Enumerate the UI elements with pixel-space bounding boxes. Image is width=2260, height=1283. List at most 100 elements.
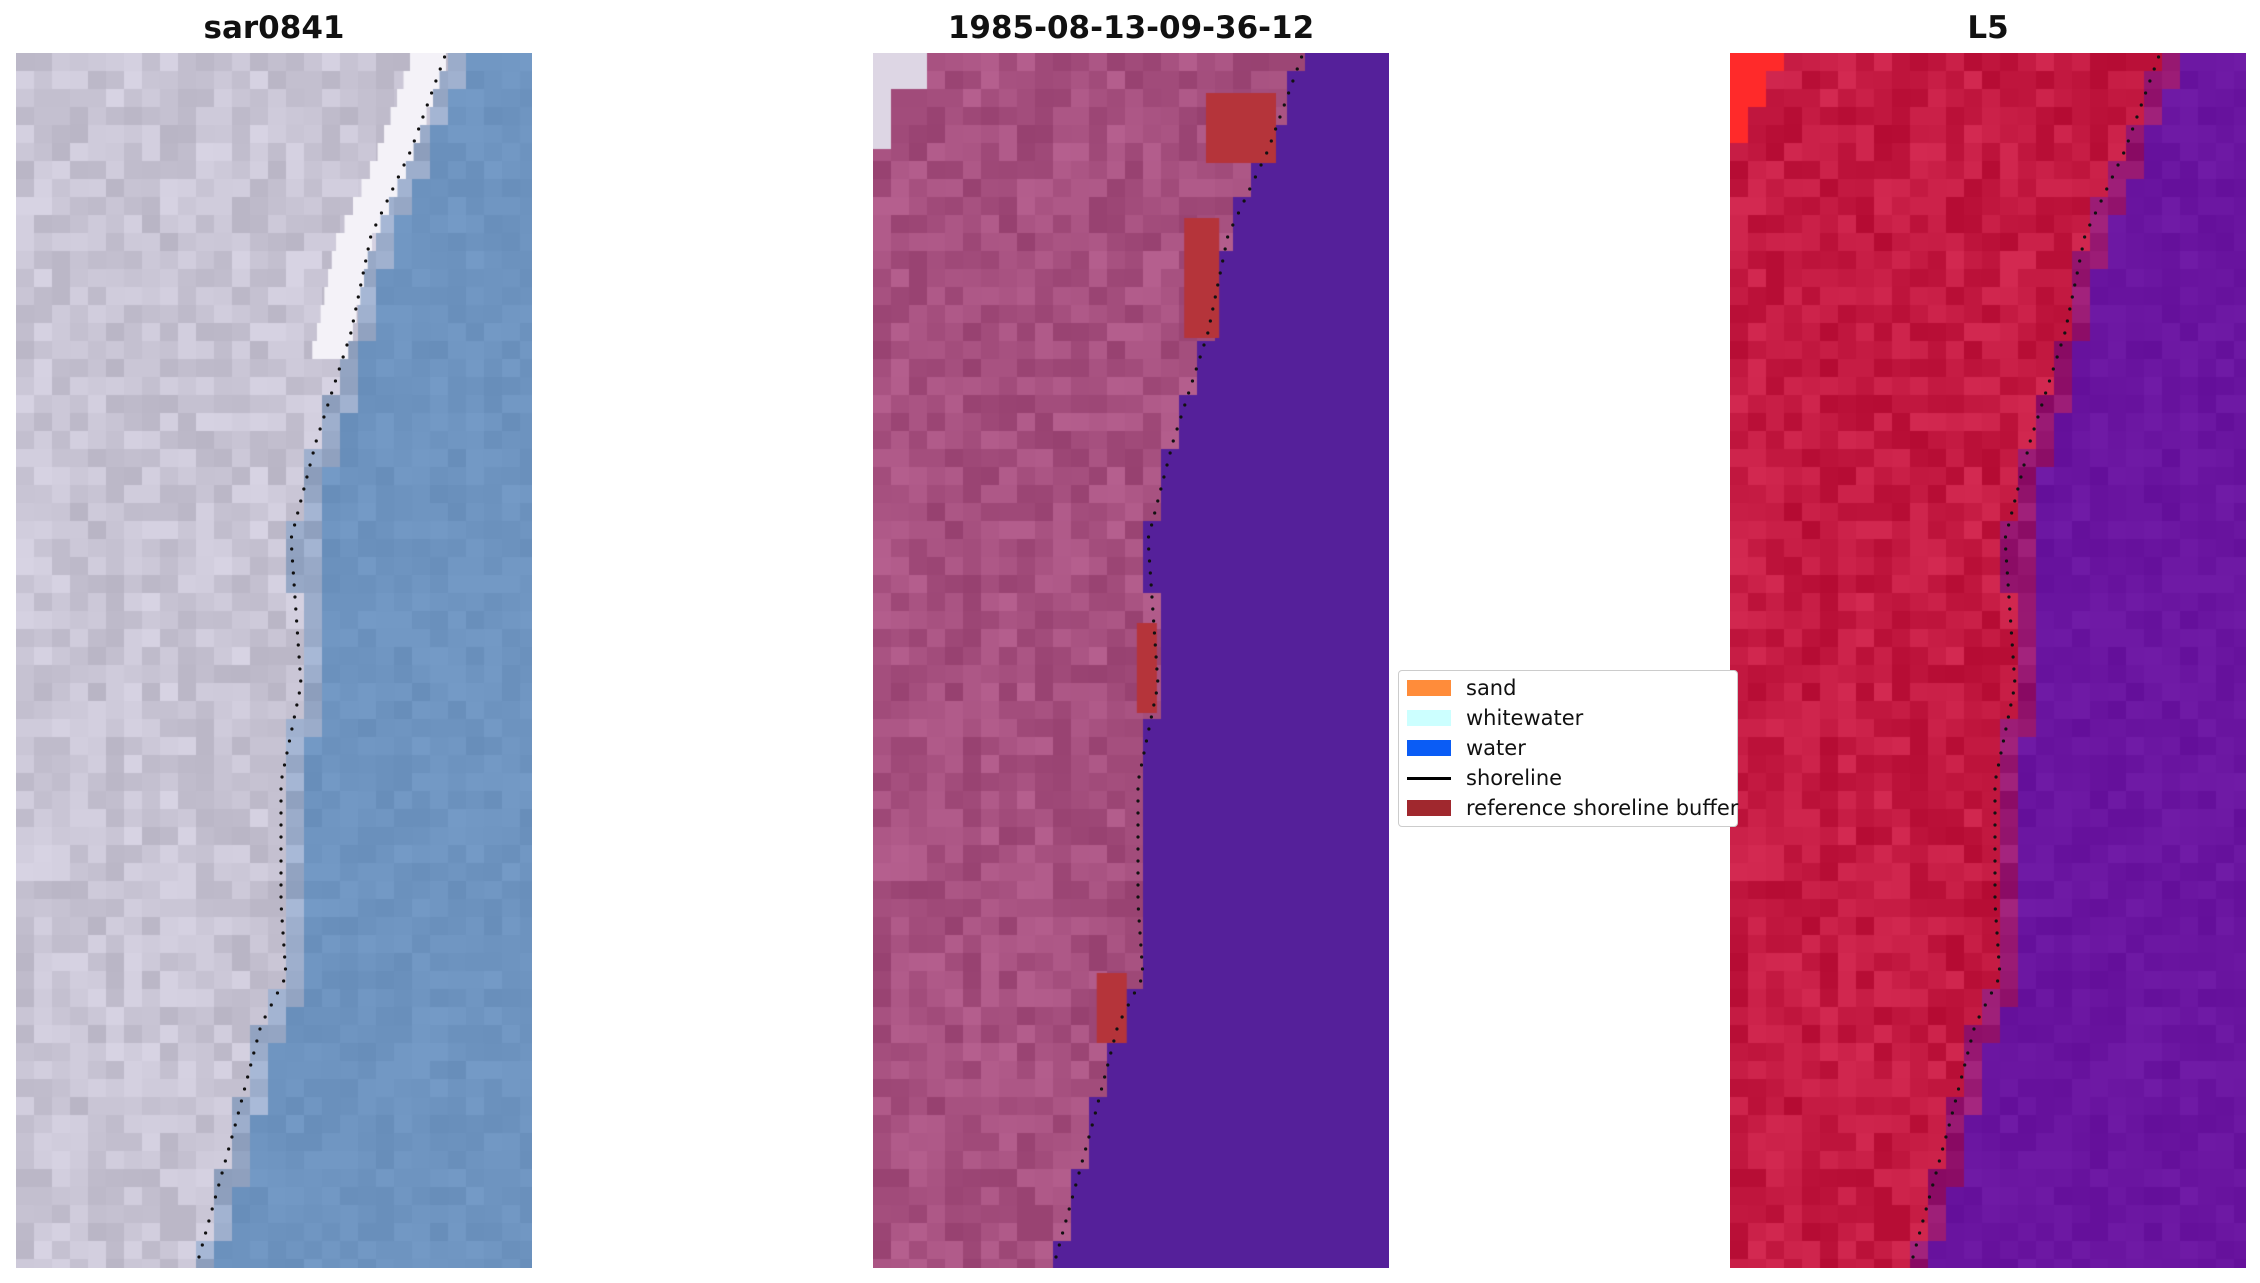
shoreline-point <box>2135 115 2139 119</box>
shoreline-point <box>1194 367 1198 371</box>
shoreline-point <box>283 967 288 971</box>
shoreline-point <box>1159 487 1163 491</box>
shoreline-point <box>1096 1099 1101 1103</box>
shoreline-point <box>1168 451 1172 455</box>
shoreline-point <box>1206 331 1210 335</box>
shoreline-point <box>438 67 442 71</box>
legend-item-water: water <box>1407 733 1526 763</box>
shoreline-point <box>391 187 395 191</box>
shoreline-point <box>282 979 286 983</box>
legend-label-water: water <box>1466 736 1526 760</box>
shoreline-point <box>1972 1027 1976 1031</box>
shoreline-point <box>2004 547 2008 551</box>
rgb-image-panel <box>16 53 532 1268</box>
shoreline-point <box>322 415 326 419</box>
shoreline-point <box>2004 559 2009 563</box>
shoreline-point <box>210 1207 214 1211</box>
shoreline-point <box>2110 175 2114 179</box>
shoreline-point <box>1136 895 1140 899</box>
shoreline-point <box>2116 163 2120 167</box>
shoreline-point <box>1937 1159 1941 1163</box>
shoreline-point <box>2009 619 2013 623</box>
shoreline-point <box>1162 475 1166 479</box>
shoreline-point <box>1993 787 1997 791</box>
shoreline-point <box>1269 139 1273 143</box>
shoreline-point <box>1115 1027 1119 1031</box>
shoreline-point <box>258 1027 262 1031</box>
shoreline-line-icon <box>1407 776 1451 780</box>
shoreline-point <box>1993 799 1997 803</box>
legend-label-whitewater: whitewater <box>1466 706 1584 730</box>
shoreline-point <box>1084 1147 1088 1151</box>
shoreline-point <box>1993 859 1997 863</box>
shoreline-point <box>299 679 303 683</box>
shoreline-point <box>1151 607 1155 611</box>
shoreline-point <box>1993 847 1997 851</box>
shoreline-point <box>1140 967 1145 971</box>
panel-title-classified: 1985-08-13-09-36-12 <box>947 10 1315 46</box>
shoreline-point <box>2040 403 2044 407</box>
shoreline-point <box>293 595 297 599</box>
shoreline-point <box>2011 691 2015 695</box>
shoreline-point <box>1997 955 2001 959</box>
shoreline-point <box>1996 763 2001 767</box>
shoreline-point <box>1996 943 2000 947</box>
shoreline-point <box>1156 499 1160 503</box>
shoreline-point <box>1295 67 1299 71</box>
shoreline-point <box>1057 1243 1061 1247</box>
shoreline-point <box>1927 1195 1932 1199</box>
shoreline-point <box>417 127 421 131</box>
panel-title-falsecolor: L5 <box>1967 10 2009 46</box>
shoreline-point <box>2065 319 2069 323</box>
shoreline-point <box>1993 811 1997 815</box>
shoreline-point <box>2105 187 2109 191</box>
shoreline-point <box>1953 1099 1958 1103</box>
shoreline-point <box>434 79 438 83</box>
shoreline-point <box>1136 883 1140 887</box>
shoreline-point <box>1136 859 1140 863</box>
shoreline-point <box>2148 79 2152 83</box>
shoreline-point <box>297 655 301 659</box>
shoreline-point <box>1983 1003 1987 1007</box>
classified-image <box>873 53 1389 1268</box>
shoreline-point <box>1150 523 1154 527</box>
shoreline-point <box>252 1051 256 1055</box>
shoreline-point <box>356 295 360 299</box>
shoreline-point <box>1202 343 1206 347</box>
shoreline-point <box>1993 871 1997 875</box>
shoreline-point <box>296 643 300 647</box>
shoreline-point <box>1070 1195 1075 1199</box>
shoreline-point <box>1989 991 1994 995</box>
shoreline-point <box>2007 523 2011 527</box>
shoreline-point <box>1931 1183 1935 1187</box>
shoreline-point <box>1139 763 1144 767</box>
shoreline-point <box>1996 979 2000 983</box>
shoreline-point <box>246 1075 250 1079</box>
shoreline-point <box>2068 307 2072 311</box>
shoreline-point <box>1213 295 1217 299</box>
shoreline-point <box>1080 1159 1084 1163</box>
shoreline-point <box>2006 715 2010 719</box>
shoreline-overlay-rgb <box>197 55 447 1259</box>
shoreline-point <box>1109 1051 1113 1055</box>
shoreline-point <box>359 283 363 287</box>
shoreline-point <box>337 367 341 371</box>
shoreline-point <box>2001 739 2006 743</box>
shoreline-point <box>1921 1219 1925 1223</box>
shoreline-point <box>1136 799 1140 803</box>
shoreline-point <box>2047 379 2052 383</box>
shoreline-point <box>2059 343 2063 347</box>
shoreline-point <box>1144 739 1149 743</box>
shoreline-point <box>1299 55 1304 59</box>
shoreline-point <box>292 715 296 719</box>
shoreline-point <box>2016 487 2020 491</box>
shoreline-point <box>1993 907 1997 911</box>
shoreline-point <box>1993 883 1997 887</box>
shoreline-point <box>425 103 429 107</box>
shoreline-point <box>1074 1183 1078 1187</box>
shoreline-point <box>283 955 287 959</box>
shoreline-point <box>1934 1171 1938 1175</box>
shoreline-point <box>1137 919 1141 923</box>
shoreline-point <box>279 847 283 851</box>
shoreline-point <box>2012 667 2016 671</box>
